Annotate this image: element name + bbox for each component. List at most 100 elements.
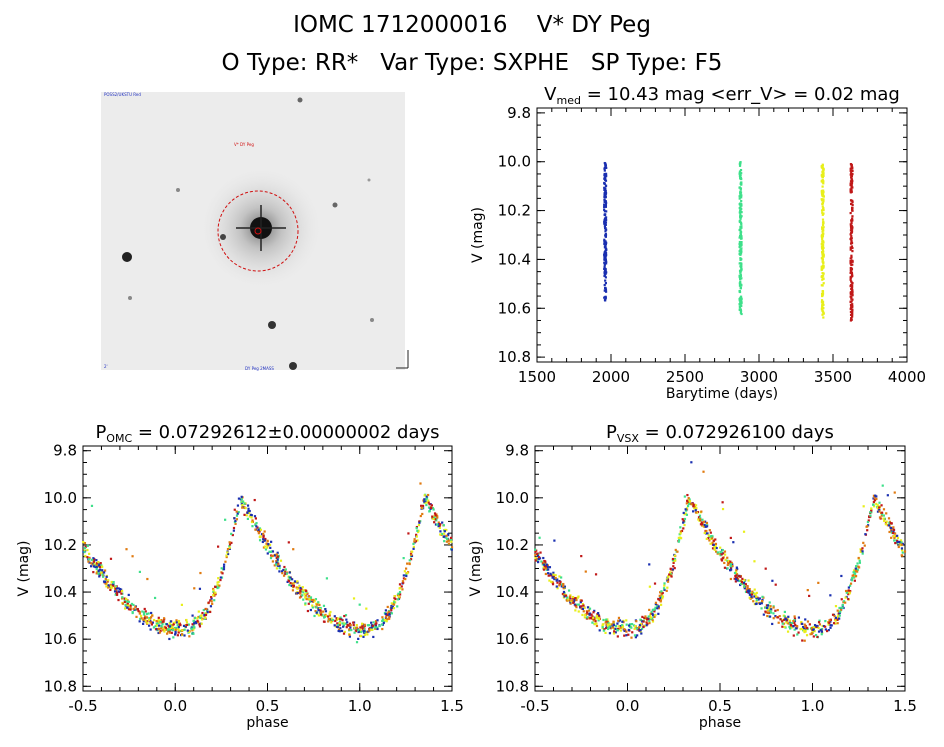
data-point: [827, 623, 830, 626]
data-point: [386, 618, 389, 621]
data-point: [739, 309, 743, 313]
data-point: [117, 590, 120, 593]
data-point: [202, 608, 205, 612]
data-point: [342, 632, 346, 635]
data-point: [340, 629, 344, 633]
data-point: [869, 514, 872, 517]
data-point: [344, 614, 348, 617]
data-point: [606, 623, 609, 626]
data-point: [711, 547, 715, 550]
data-point: [602, 629, 605, 632]
data-point: [851, 173, 854, 176]
data-point: [854, 569, 858, 573]
y-tick-label: 10.0: [498, 153, 531, 171]
data-point: [250, 520, 254, 524]
data-point: [753, 595, 756, 598]
data-point: [391, 602, 395, 606]
data-point: [805, 634, 809, 637]
data-point: [333, 624, 336, 627]
data-point: [849, 278, 852, 281]
data-point: [588, 612, 592, 615]
data-point: [205, 612, 208, 615]
data-point: [748, 587, 751, 591]
data-point: [822, 625, 826, 628]
data-point: [275, 555, 278, 558]
data-point: [288, 576, 291, 579]
data-point: [552, 574, 555, 577]
data-point: [723, 561, 726, 565]
data-point: [433, 516, 436, 519]
data-point: [102, 571, 106, 574]
data-point: [157, 618, 160, 622]
data-point: [821, 180, 824, 184]
data-point: [386, 605, 389, 609]
data-point: [292, 581, 295, 585]
data-point: [733, 571, 737, 575]
data-point: [370, 621, 373, 624]
data-point: [736, 578, 740, 581]
data-point: [247, 507, 250, 510]
data-point: [834, 618, 837, 621]
data-point: [740, 203, 743, 206]
data-point: [625, 619, 628, 622]
data-point: [612, 626, 615, 629]
data-point: [176, 624, 179, 627]
data-point: [736, 579, 739, 582]
data-point: [240, 498, 243, 501]
data-point: [739, 278, 742, 281]
data-point: [888, 521, 891, 524]
data-point: [249, 513, 252, 516]
data-point: [673, 567, 676, 570]
data-point: [734, 577, 738, 581]
data-point: [590, 617, 593, 620]
data-point: [537, 556, 541, 559]
data-point: [603, 628, 606, 631]
data-point: [399, 593, 402, 596]
data-point: [221, 572, 224, 575]
data-point: [434, 518, 437, 521]
data-point: [783, 615, 786, 618]
data-point: [86, 556, 89, 559]
data-point: [573, 597, 576, 600]
data-point: [266, 546, 269, 549]
data-point: [742, 581, 746, 585]
data-point: [568, 595, 572, 598]
data-point: [680, 529, 684, 533]
data-point: [779, 618, 782, 621]
data-point: [821, 292, 825, 295]
data-point: [810, 626, 813, 630]
data-point: [891, 531, 895, 535]
data-point: [850, 281, 853, 284]
data-point: [276, 558, 279, 561]
data-point: [320, 611, 323, 614]
data-point: [554, 574, 557, 577]
data-point: [309, 608, 312, 612]
data-point: [162, 620, 165, 623]
data-point: [804, 618, 807, 621]
data-point: [740, 267, 743, 270]
data-point: [236, 504, 240, 507]
data-point: [827, 628, 830, 632]
data-point: [280, 570, 284, 573]
data-point: [651, 608, 655, 611]
data-point: [408, 559, 411, 562]
data-point: [894, 532, 897, 535]
data-point: [114, 593, 117, 596]
data-point: [817, 626, 820, 630]
data-point: [593, 622, 596, 626]
data-point: [673, 557, 677, 561]
data-point: [760, 607, 763, 610]
data-point: [604, 286, 607, 290]
data-point: [794, 623, 797, 627]
data-point: [237, 497, 241, 500]
data-point: [445, 534, 448, 537]
data-point: [750, 593, 754, 596]
data-point: [353, 631, 356, 634]
data-point: [363, 624, 366, 627]
data-point: [634, 625, 637, 628]
data-point: [888, 530, 891, 534]
y-axis-label: V (mag): [16, 540, 32, 596]
data-point: [900, 554, 903, 557]
data-point: [246, 504, 250, 507]
data-point: [822, 277, 825, 280]
